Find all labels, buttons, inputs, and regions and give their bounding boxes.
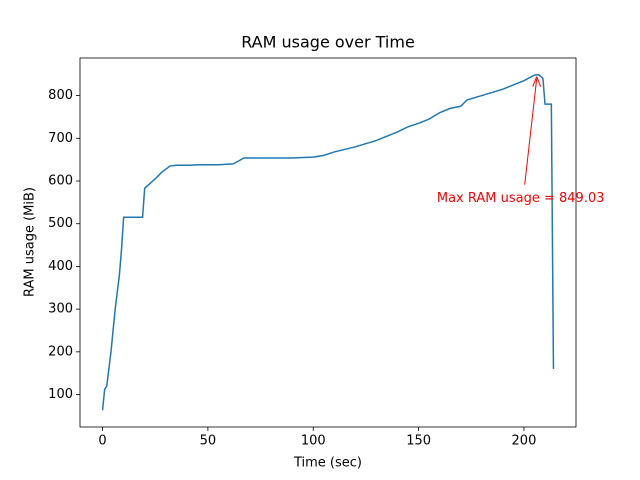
y-tick-label: 800	[48, 88, 73, 103]
chart-title: RAM usage over Time	[241, 33, 415, 52]
y-tick-label: 300	[48, 302, 73, 317]
x-tick-label: 200	[512, 434, 537, 449]
line	[101, 73, 555, 411]
annotation-arrowhead	[532, 76, 542, 87]
y-tick-label: 200	[48, 344, 73, 359]
x-tick-label: 100	[301, 434, 326, 449]
x-axis-label: Time (sec)	[293, 456, 362, 471]
y-tick-label: 400	[48, 259, 73, 274]
annotation: Max RAM usage = 849.03	[437, 191, 605, 206]
annotation-arrow	[524, 78, 538, 185]
x-tick-label: 150	[406, 434, 431, 449]
y-axis-label: RAM usage (MiB)	[23, 187, 38, 297]
y-tick-label: 600	[48, 174, 73, 189]
plot-frame	[79, 57, 577, 428]
x-tick-label: 0	[98, 434, 106, 449]
y-tick-label: 500	[48, 216, 73, 231]
y-tick-label: 700	[48, 131, 73, 146]
x-tick-label: 50	[200, 434, 217, 449]
y-tick-label: 100	[48, 387, 73, 402]
